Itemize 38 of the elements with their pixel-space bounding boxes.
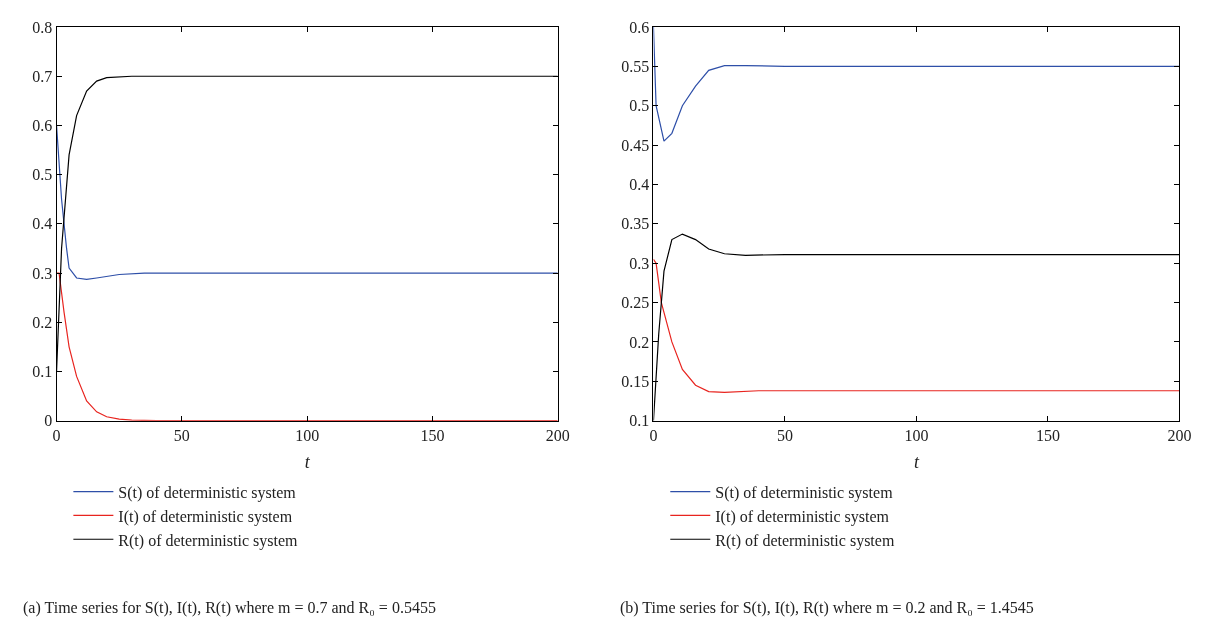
legend-label: R(t) of deterministic system bbox=[118, 531, 298, 550]
y-tick-label: 0.2 bbox=[629, 333, 650, 351]
x-axis-title: t bbox=[304, 451, 311, 472]
x-axis-title: t bbox=[913, 451, 920, 472]
y-tick-label: 0.6 bbox=[629, 18, 650, 36]
y-tick-label: 0.8 bbox=[32, 18, 53, 36]
y-tick-label: 0.15 bbox=[621, 372, 650, 390]
y-tick-label: 0.35 bbox=[621, 215, 650, 233]
legend-label: R(t) of deterministic system bbox=[715, 531, 895, 550]
text: (b) Time series for S(t), I(t), R(t) where m = 0.2 and R₀ = 1.4545 bbox=[620, 599, 1034, 617]
y-tick-label: 0.5 bbox=[32, 166, 53, 184]
y-tick-label: 0.45 bbox=[621, 136, 650, 154]
y-tick-label: 0.4 bbox=[32, 215, 53, 233]
x-tick-label: 100 bbox=[904, 426, 929, 444]
y-tick-label: 0.3 bbox=[32, 264, 53, 282]
y-tick-label: 0.25 bbox=[621, 294, 650, 312]
y-tick-label: 0.1 bbox=[32, 363, 53, 381]
legend-label: I(t) of deterministic system bbox=[118, 507, 293, 526]
y-tick-label: 0.2 bbox=[32, 313, 53, 331]
x-tick-label: 50 bbox=[173, 426, 190, 444]
legend-label: S(t) of deterministic system bbox=[715, 483, 894, 502]
y-tick-label: 0.3 bbox=[629, 254, 650, 272]
legend-label: S(t) of deterministic system bbox=[118, 483, 297, 502]
y-tick-label: 0.1 bbox=[629, 412, 650, 430]
x-tick-label: 200 bbox=[545, 426, 570, 444]
x-tick-label: 150 bbox=[420, 426, 445, 444]
y-tick-label: 0.7 bbox=[32, 67, 53, 85]
y-tick-label: 0.4 bbox=[629, 176, 650, 194]
y-tick-label: 0.5 bbox=[629, 97, 650, 115]
legend-label: I(t) of deterministic system bbox=[715, 507, 890, 526]
x-tick-label: 200 bbox=[1167, 426, 1192, 444]
x-tick-label: 150 bbox=[1035, 426, 1060, 444]
y-tick-label: 0.55 bbox=[621, 57, 650, 75]
x-tick-label: 50 bbox=[776, 426, 793, 444]
text: (a) Time series for S(t), I(t), R(t) where m = 0.7 and R₀ = 0.5455 bbox=[23, 599, 436, 617]
y-tick-label: 0.6 bbox=[32, 117, 53, 135]
x-tick-label: 100 bbox=[295, 426, 320, 444]
y-tick-label: 0 bbox=[44, 412, 53, 430]
